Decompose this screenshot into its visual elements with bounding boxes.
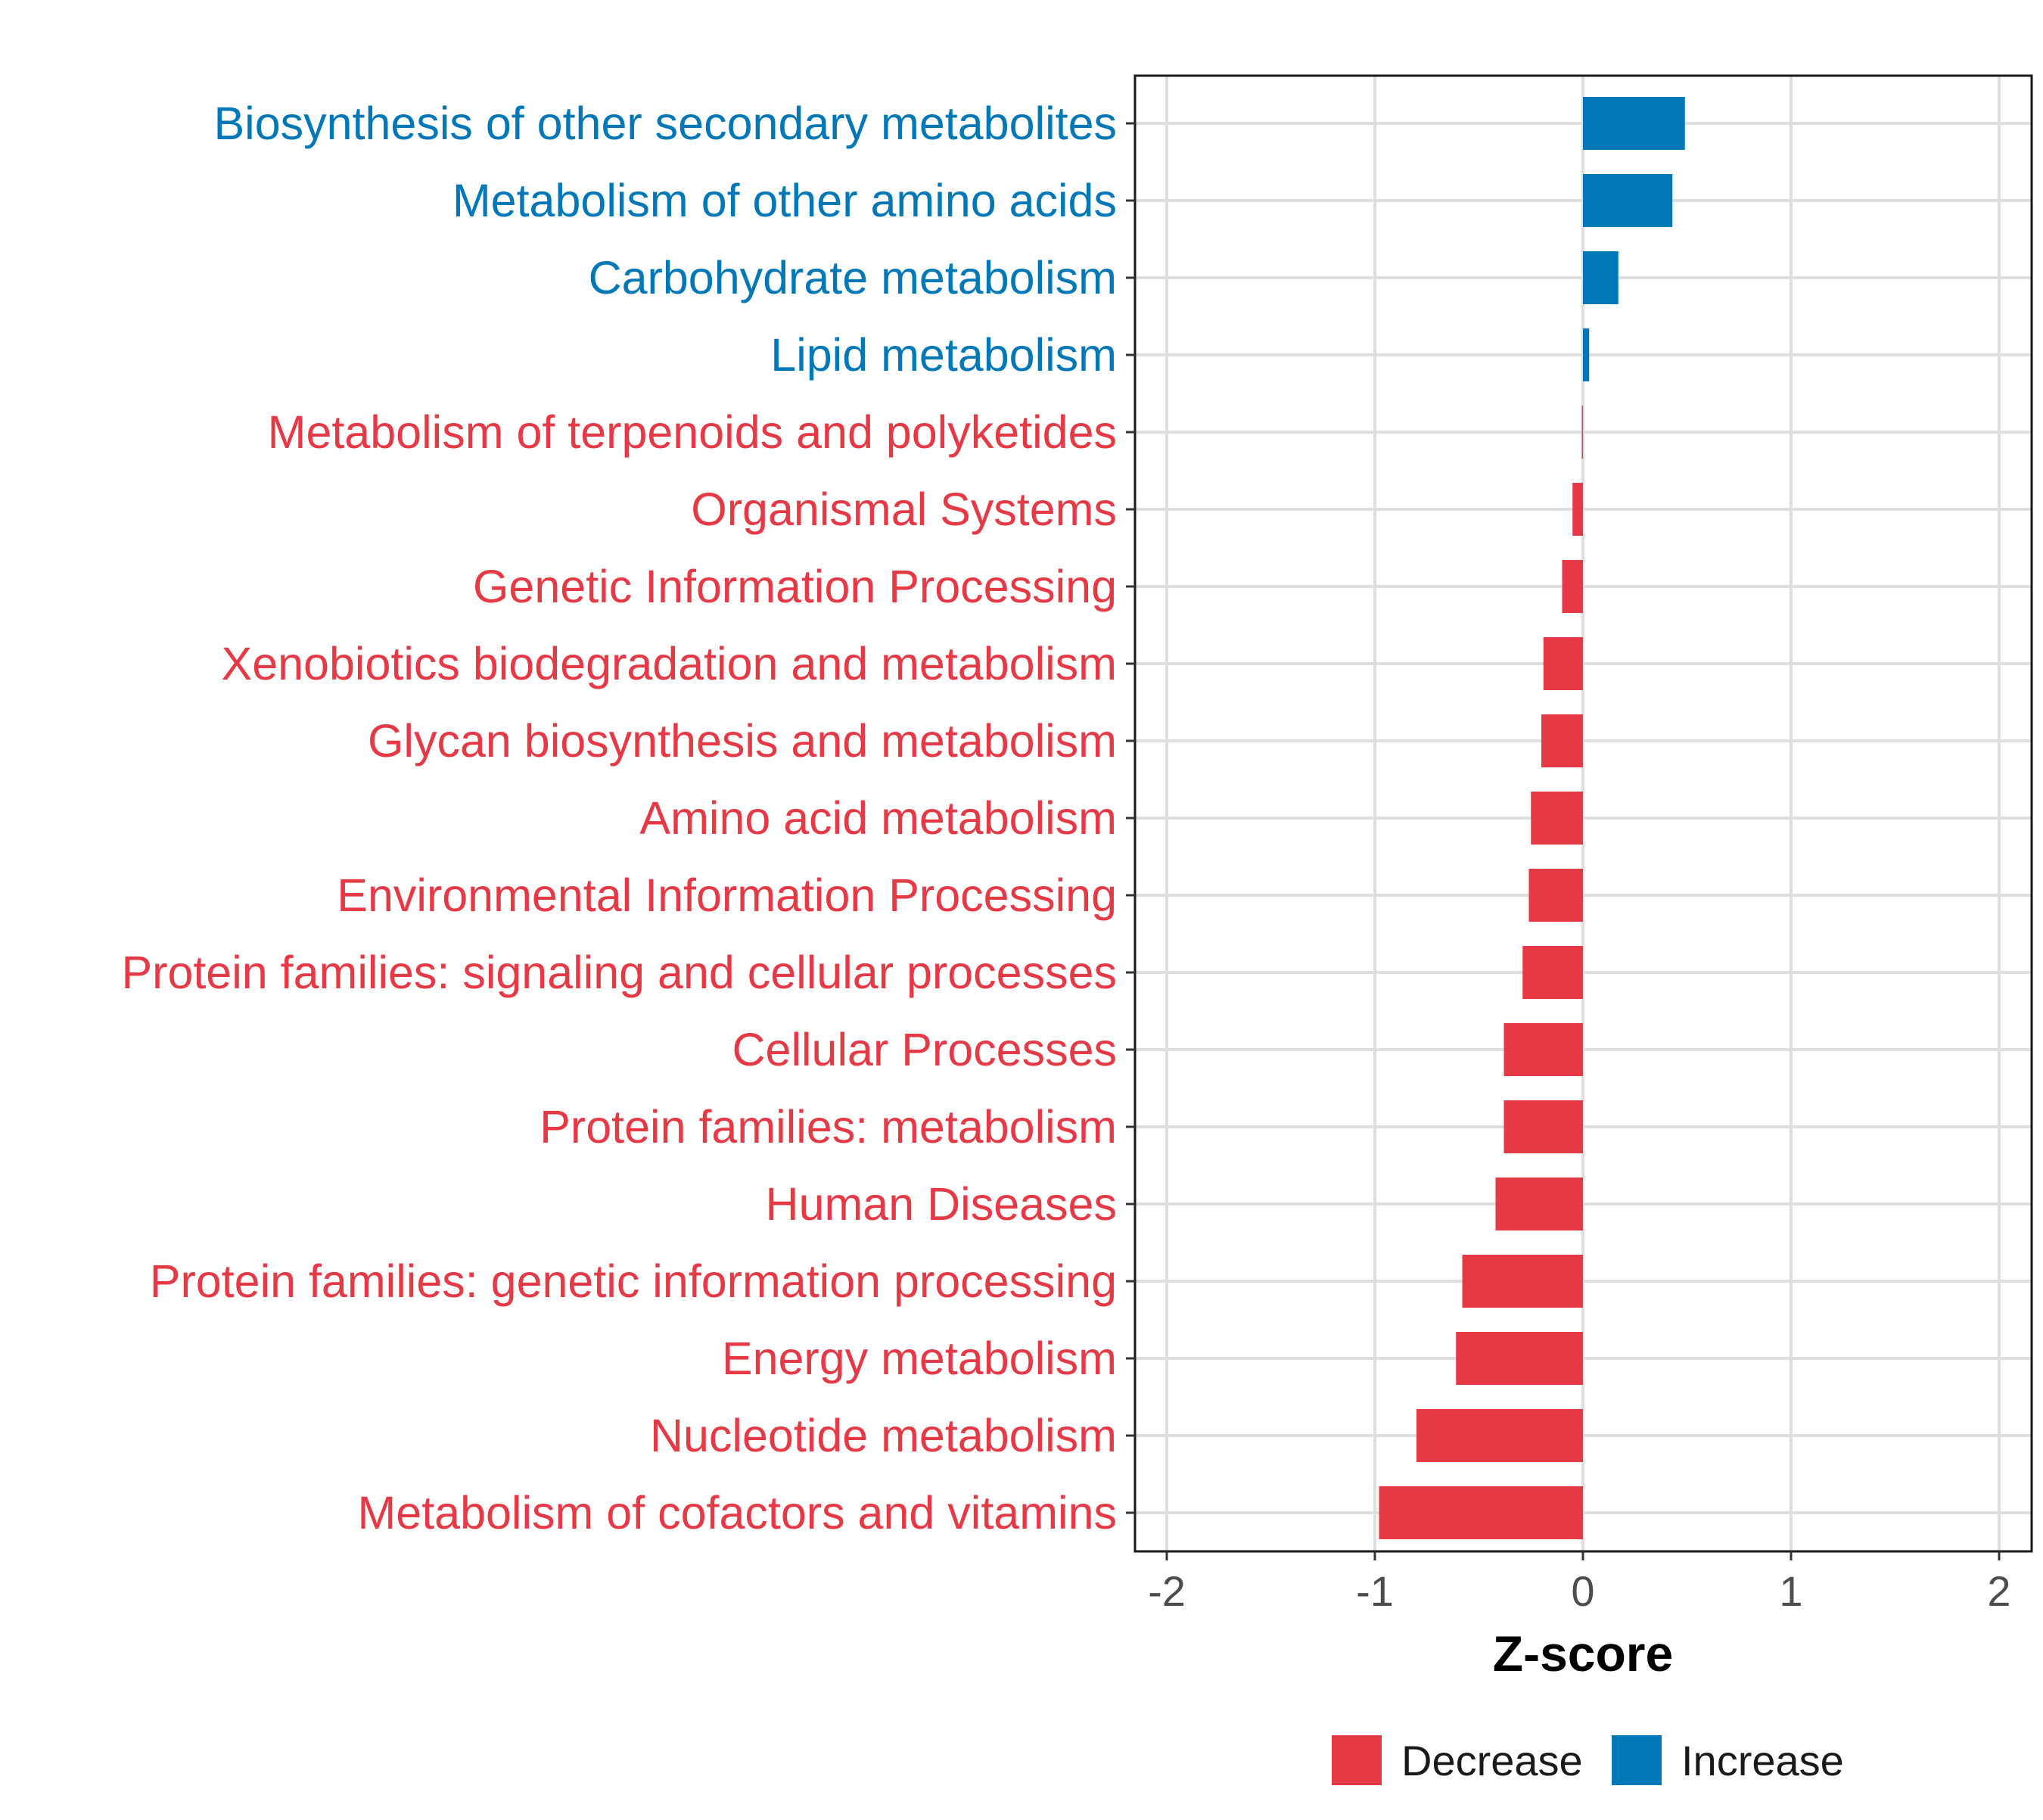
x-axis-ticks xyxy=(1165,1551,2001,1560)
category-label: Carbohydrate metabolism xyxy=(589,252,1117,303)
bar-decrease xyxy=(1562,560,1583,613)
category-label: Xenobiotics biodegradation and metabolis… xyxy=(222,638,1117,689)
legend-item-increase: Increase xyxy=(1612,1735,1844,1785)
legend-label: Decrease xyxy=(1401,1737,1583,1784)
x-tick-label: -1 xyxy=(1356,1567,1394,1615)
bar-decrease xyxy=(1531,792,1583,845)
bar-increase xyxy=(1583,251,1619,304)
gridlines xyxy=(1135,76,2032,1551)
bar-decrease xyxy=(1528,869,1583,922)
legend-swatch xyxy=(1612,1735,1662,1785)
category-label: Protein families: metabolism xyxy=(540,1101,1117,1153)
legend-swatch xyxy=(1332,1735,1382,1785)
x-tick-label: 0 xyxy=(1571,1567,1594,1615)
category-label: Protein families: signaling and cellular… xyxy=(121,947,1117,998)
category-label: Amino acid metabolism xyxy=(639,792,1117,844)
category-label: Metabolism of terpenoids and polyketides xyxy=(268,406,1117,458)
category-label: Cellular Processes xyxy=(732,1024,1117,1075)
bar-decrease xyxy=(1495,1178,1583,1230)
bar-increase xyxy=(1583,97,1685,150)
category-label: Lipid metabolism xyxy=(770,329,1117,381)
bar-decrease xyxy=(1456,1332,1583,1385)
x-tick-label: 2 xyxy=(1987,1567,2010,1615)
legend-item-decrease: Decrease xyxy=(1332,1735,1583,1785)
bar-decrease xyxy=(1541,714,1583,767)
bar-decrease xyxy=(1379,1486,1583,1539)
category-label: Organismal Systems xyxy=(691,484,1117,535)
bar-decrease xyxy=(1581,406,1584,459)
y-axis-labels: Biosynthesis of other secondary metaboli… xyxy=(121,98,1117,1538)
bar-decrease xyxy=(1503,1023,1583,1076)
bar-decrease xyxy=(1522,946,1583,999)
category-label: Genetic Information Processing xyxy=(473,561,1117,612)
x-tick-label: -2 xyxy=(1148,1567,1186,1615)
x-axis-labels: -2 -1 0 1 2 xyxy=(1148,1567,2010,1615)
category-label: Energy metabolism xyxy=(722,1333,1117,1384)
category-label: Glycan biosynthesis and metabolism xyxy=(368,715,1117,767)
x-axis-title: Z-score xyxy=(1493,1626,1673,1682)
category-label: Protein families: genetic information pr… xyxy=(150,1255,1117,1307)
category-label: Environmental Information Processing xyxy=(337,870,1117,921)
x-tick-label: 1 xyxy=(1779,1567,1802,1615)
category-label: Metabolism of other amino acids xyxy=(452,175,1117,226)
bar-increase xyxy=(1583,328,1590,381)
bars xyxy=(1379,97,1685,1539)
legend-label: Increase xyxy=(1681,1737,1844,1784)
legend: Decrease Increase xyxy=(1332,1735,1844,1785)
bar-decrease xyxy=(1572,483,1583,536)
bar-decrease xyxy=(1503,1100,1583,1153)
category-label: Biosynthesis of other secondary metaboli… xyxy=(213,98,1117,149)
y-axis-ticks xyxy=(1126,122,1135,1514)
bar-decrease xyxy=(1416,1409,1583,1462)
bar-decrease xyxy=(1462,1255,1583,1308)
category-label: Metabolism of cofactors and vitamins xyxy=(357,1487,1117,1538)
category-label: Human Diseases xyxy=(766,1178,1117,1230)
category-label: Nucleotide metabolism xyxy=(650,1410,1117,1461)
bar-increase xyxy=(1583,174,1673,227)
bar-decrease xyxy=(1543,637,1583,690)
